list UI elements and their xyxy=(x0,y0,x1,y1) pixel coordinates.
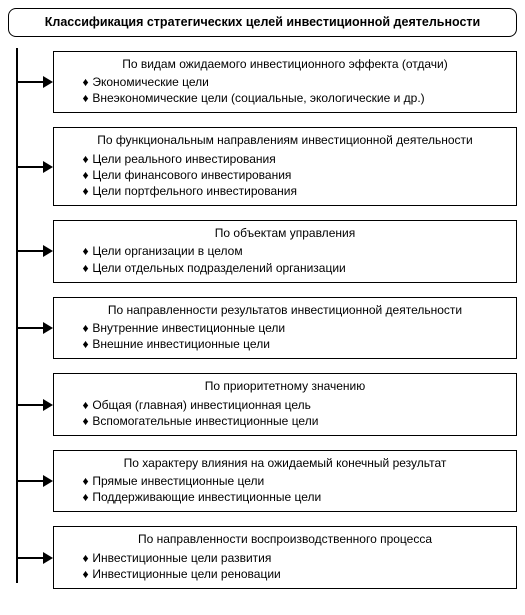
category-item: ♦ Поддерживающие инвестиционные цели xyxy=(82,489,506,505)
arrow-right-icon xyxy=(43,245,53,257)
category-items: ♦ Цели организации в целом♦ Цели отдельн… xyxy=(64,243,506,275)
diamond-bullet-icon: ♦ xyxy=(82,74,89,90)
diamond-bullet-icon: ♦ xyxy=(82,413,89,429)
category-item-label: Внешние инвестиционные цели xyxy=(89,337,270,351)
arrow-right-icon xyxy=(43,76,53,88)
category-item: ♦ Внутренние инвестиционные цели xyxy=(82,320,506,336)
category-row: По характеру влияния на ожидаемый конечн… xyxy=(8,450,517,513)
category-box: По объектам управления ♦ Цели организации… xyxy=(53,220,517,283)
category-row: По направлен­ности результатов инвестици… xyxy=(8,297,517,360)
category-title: По объектам управления xyxy=(64,225,506,241)
arrow-connector xyxy=(8,161,53,173)
category-box: По направлен­ности воспроизводственного … xyxy=(53,526,517,589)
category-item-label: Инвестиционные цели реновации xyxy=(89,567,281,581)
arrow-right-icon xyxy=(43,322,53,334)
arrow-line xyxy=(16,480,43,482)
diamond-bullet-icon: ♦ xyxy=(82,167,89,183)
category-item-label: Прямые инвестиционные цели xyxy=(89,474,264,488)
diagram-title-box: Классификация стратегических целей инвес… xyxy=(8,8,517,37)
category-item-label: Внеэкономические цели (социальные, эколо… xyxy=(89,91,425,105)
category-item: ♦ Инвестиционные цели реновации xyxy=(82,566,506,582)
category-item: ♦ Вспомогательные инвестиционные цели xyxy=(82,413,506,429)
arrow-right-icon xyxy=(43,399,53,411)
category-item: ♦ Внеэкономические цели (социальные, эко… xyxy=(82,90,506,106)
category-items: ♦ Экономические цели♦ Внеэкономические ц… xyxy=(64,74,506,106)
category-item: ♦ Цели финансового инвестирования xyxy=(82,167,506,183)
category-item: ♦ Цели реального инвестирования xyxy=(82,151,506,167)
category-item: ♦ Цели портфельного инвестирования xyxy=(82,183,506,199)
category-item-label: Общая (главная) инвестиционная цель xyxy=(89,398,311,412)
category-items: ♦ Инвестиционные цели развития♦ Инвестиц… xyxy=(64,550,506,582)
diamond-bullet-icon: ♦ xyxy=(82,489,89,505)
category-item-label: Вспомогательные инвестиционные цели xyxy=(89,414,318,428)
arrow-connector xyxy=(8,399,53,411)
category-row: По объектам управления ♦ Цели организации… xyxy=(8,220,517,283)
category-box: По функциональным направлениям инвестици… xyxy=(53,127,517,206)
categories-container: По видам ожидаемого инвестиционного эффе… xyxy=(8,51,517,589)
arrow-line xyxy=(16,250,43,252)
category-box: По характеру влияния на ожидаемый конечн… xyxy=(53,450,517,513)
diamond-bullet-icon: ♦ xyxy=(82,151,89,167)
diamond-bullet-icon: ♦ xyxy=(82,550,89,566)
category-item-label: Цели реального инвестирования xyxy=(89,152,276,166)
category-items: ♦ Цели реального инвестирования♦ Цели фи… xyxy=(64,151,506,200)
category-item: ♦ Инвестиционные цели развития xyxy=(82,550,506,566)
category-item: ♦ Цели отдельных подразделений организац… xyxy=(82,260,506,276)
category-title: По приоритетному значению xyxy=(64,378,506,394)
category-item-label: Цели финансового инвестирования xyxy=(89,168,291,182)
classification-diagram: Классификация стратегических целей инвес… xyxy=(8,8,517,589)
category-item: ♦ Экономические цели xyxy=(82,74,506,90)
arrow-line xyxy=(16,81,43,83)
arrow-line xyxy=(16,404,43,406)
category-item-label: Поддерживающие инвестиционные цели xyxy=(89,490,321,504)
diamond-bullet-icon: ♦ xyxy=(82,183,89,199)
diamond-bullet-icon: ♦ xyxy=(82,243,89,259)
arrow-connector xyxy=(8,76,53,88)
category-item-label: Экономические цели xyxy=(89,75,209,89)
arrow-line xyxy=(16,327,43,329)
category-item-label: Цели организации в целом xyxy=(89,244,243,258)
category-items: ♦ Прямые инвестиционные цели♦ Поддержива… xyxy=(64,473,506,505)
category-title: По направлен­ности воспроизводственного … xyxy=(64,531,506,547)
diamond-bullet-icon: ♦ xyxy=(82,320,89,336)
category-row: По приоритетному значению ♦ Общая (главна… xyxy=(8,373,517,436)
category-item: ♦ Внешние инвестиционные цели xyxy=(82,336,506,352)
arrow-connector xyxy=(8,475,53,487)
arrow-connector xyxy=(8,322,53,334)
category-row: По направлен­ности воспроизводственного … xyxy=(8,526,517,589)
category-items: ♦ Общая (главная) инвестиционная цель♦ В… xyxy=(64,397,506,429)
category-box: По направлен­ности результатов инвестици… xyxy=(53,297,517,360)
arrow-connector xyxy=(8,245,53,257)
diamond-bullet-icon: ♦ xyxy=(82,473,89,489)
diamond-bullet-icon: ♦ xyxy=(82,336,89,352)
category-item-label: Инвестиционные цели развития xyxy=(89,551,271,565)
category-items: ♦ Внутренние инвестиционные цели♦ Внешни… xyxy=(64,320,506,352)
category-box: По видам ожидаемого инвестиционного эффе… xyxy=(53,51,517,114)
category-row: По видам ожидаемого инвестиционного эффе… xyxy=(8,51,517,114)
diamond-bullet-icon: ♦ xyxy=(82,397,89,413)
category-item: ♦ Прямые инвестиционные цели xyxy=(82,473,506,489)
arrow-connector xyxy=(8,552,53,564)
category-box: По приоритетному значению ♦ Общая (главна… xyxy=(53,373,517,436)
category-item: ♦ Общая (главная) инвестиционная цель xyxy=(82,397,506,413)
arrow-line xyxy=(16,557,43,559)
diamond-bullet-icon: ♦ xyxy=(82,260,89,276)
category-title: По характеру влияния на ожидаемый конечн… xyxy=(64,455,506,471)
diamond-bullet-icon: ♦ xyxy=(82,566,89,582)
arrow-right-icon xyxy=(43,161,53,173)
category-title: По функциональным направлениям инвестици… xyxy=(64,132,506,148)
category-item-label: Цели портфельного инвестирования xyxy=(89,184,297,198)
arrow-right-icon xyxy=(43,552,53,564)
category-row: По функциональным направлениям инвестици… xyxy=(8,127,517,206)
arrow-right-icon xyxy=(43,475,53,487)
category-title: По направлен­ности результатов инвестици… xyxy=(64,302,506,318)
arrow-line xyxy=(16,166,43,168)
category-item-label: Цели отдельных подразделений организации xyxy=(89,261,346,275)
category-title: По видам ожидаемого инвестиционного эффе… xyxy=(64,56,506,72)
diagram-title: Классификация стратегических целей инвес… xyxy=(45,15,480,29)
diamond-bullet-icon: ♦ xyxy=(82,90,89,106)
category-item: ♦ Цели организации в целом xyxy=(82,243,506,259)
category-item-label: Внутренние инвестиционные цели xyxy=(89,321,285,335)
